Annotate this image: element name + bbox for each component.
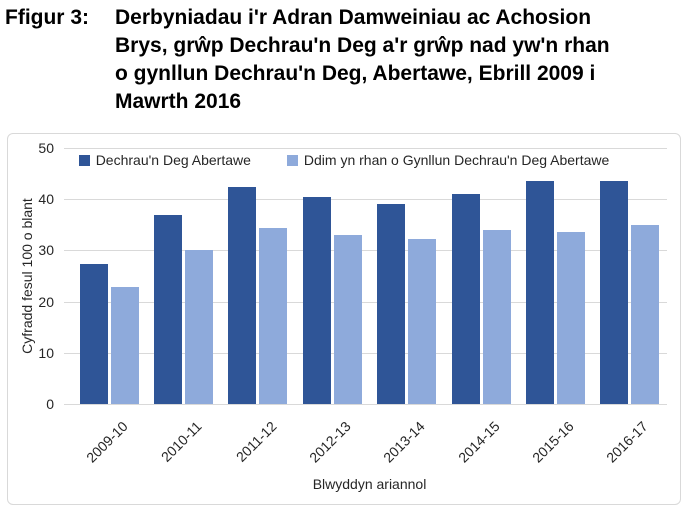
bar xyxy=(79,264,108,404)
gridline xyxy=(64,199,667,201)
legend-item-ddim-yn-rhan: Ddim yn rhan o Gynllun Dechrau'n Deg Abe… xyxy=(286,152,610,168)
bar xyxy=(631,225,660,404)
bar xyxy=(110,286,139,404)
y-tick-label: 40 xyxy=(38,191,54,208)
bar-group-2010-11 xyxy=(146,148,220,404)
bars-row xyxy=(72,148,667,404)
legend-label: Ddim yn rhan o Gynllun Dechrau'n Deg Abe… xyxy=(303,152,610,168)
bar xyxy=(377,204,406,404)
x-tick-label: 2010-11 xyxy=(157,418,205,465)
x-tick-label: 2012-13 xyxy=(305,418,354,466)
figure-title-line: o gynllun Dechrau'n Deg, Abertawe, Ebril… xyxy=(115,62,596,85)
bar-group-2015-16 xyxy=(518,148,592,404)
x-axis-title: Blwyddyn ariannol xyxy=(312,476,427,492)
x-tick-label: 2014-15 xyxy=(454,418,503,466)
bar xyxy=(154,214,183,404)
legend: Dechrau'n Deg Abertawe Ddim yn rhan o Gy… xyxy=(8,152,680,168)
y-axis-title: Cyfradd fesul 100 o blant xyxy=(19,198,35,354)
bar xyxy=(408,238,437,404)
x-axis-labels: 2009-10 2010-11 2011-12 2012-13 2013-14 2014-… xyxy=(72,406,667,468)
bar xyxy=(302,196,331,404)
bar-group-2009-10 xyxy=(72,148,146,404)
legend-swatch-icon xyxy=(286,154,298,166)
y-tick-label: 10 xyxy=(38,344,54,361)
legend-item-dechraun-deg: Dechrau'n Deg Abertawe xyxy=(78,152,251,168)
bar xyxy=(228,186,257,404)
figure-title: Ffigur 3: Derbyniadau i'r Adran Damweini… xyxy=(5,4,685,116)
chart-container: Dechrau'n Deg Abertawe Ddim yn rhan o Gy… xyxy=(7,133,681,505)
x-tick-label: 2013-14 xyxy=(380,418,429,466)
y-tick-label: 0 xyxy=(46,396,54,412)
bar xyxy=(185,250,214,404)
y-tick-label: 50 xyxy=(38,140,54,156)
bar-group-2016-17 xyxy=(593,148,667,404)
bar xyxy=(333,235,362,404)
bar-group-2012-13 xyxy=(295,148,369,404)
figure-title-line: Derbyniadau i'r Adran Damweiniau ac Acho… xyxy=(115,6,592,29)
plot-area xyxy=(64,148,667,405)
figure-title-line: Mawrth 2016 xyxy=(115,90,242,113)
x-tick-label: 2015-16 xyxy=(529,418,577,466)
gridline xyxy=(64,250,667,252)
figure-title-text: Derbyniadau i'r Adran Damweiniau ac Acho… xyxy=(115,4,685,116)
legend-swatch-icon xyxy=(78,154,90,166)
x-tick-label: 2016-17 xyxy=(603,418,652,466)
gridline xyxy=(64,404,667,405)
figure-title-line: Brys, grŵp Dechrau'n Deg a'r grŵp nad yw… xyxy=(115,34,610,57)
gridline xyxy=(64,148,667,149)
gridline xyxy=(64,301,667,303)
bar xyxy=(482,230,511,404)
y-tick-label: 30 xyxy=(38,242,54,259)
bar-group-2013-14 xyxy=(370,148,444,404)
bar xyxy=(451,193,480,404)
bar-group-2014-15 xyxy=(444,148,518,404)
legend-label: Dechrau'n Deg Abertawe xyxy=(95,152,251,168)
x-tick-label: 2009-10 xyxy=(82,418,131,466)
bar-group-2011-12 xyxy=(221,148,295,404)
bar xyxy=(600,180,629,404)
x-tick-label: 2011-12 xyxy=(232,418,280,465)
bar xyxy=(526,180,555,404)
figure-title-prefix: Ffigur 3: xyxy=(5,6,89,29)
bar xyxy=(557,232,586,404)
gridline xyxy=(64,352,667,354)
bar xyxy=(259,227,288,404)
y-tick-label: 20 xyxy=(38,293,54,310)
